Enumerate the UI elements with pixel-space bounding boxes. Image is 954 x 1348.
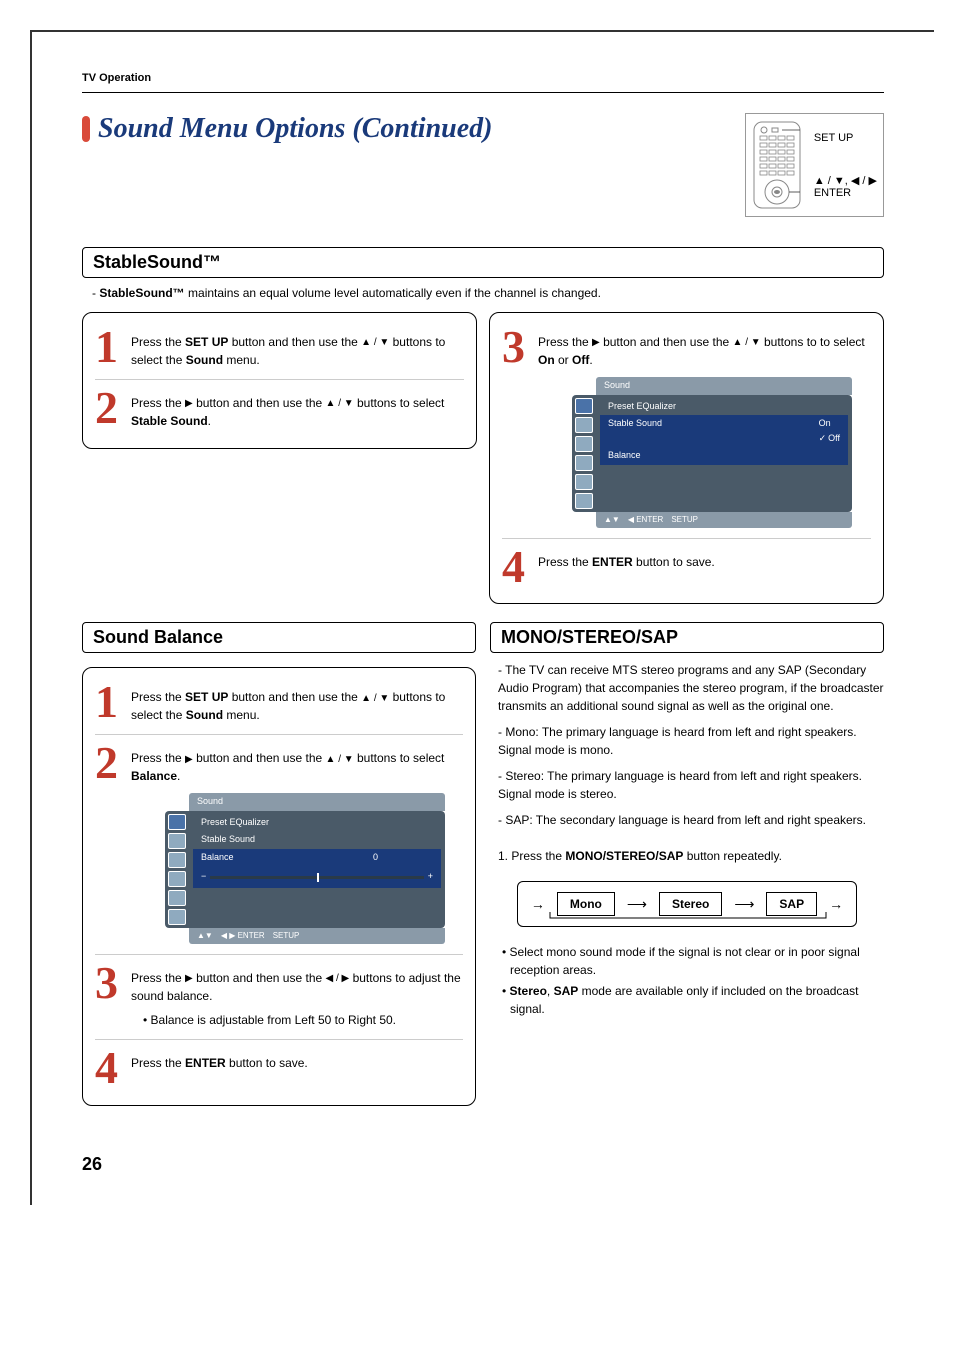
title-row: Sound Menu Options (Continued) — [82, 113, 884, 217]
balance-step-1: 1 Press the SET UP button and then use t… — [95, 678, 463, 730]
page-title: Sound Menu Options (Continued) — [98, 113, 492, 145]
osd-footer: ▲▼ ◀ ▶ ENTER SETUP — [189, 928, 445, 944]
mono-bullet: - Stereo: The primary language is heard … — [498, 767, 884, 803]
osd-balance: Sound — [165, 793, 445, 944]
manual-page: TV Operation Sound Menu Options (Continu… — [30, 30, 934, 1205]
osd-row-active: Stable Sound On ✓Off — [600, 415, 848, 447]
osd-icon-col — [572, 395, 596, 512]
title-bullet — [82, 116, 90, 142]
section-balance-title: Sound Balance — [93, 627, 465, 648]
osd-nav-icon — [168, 909, 186, 925]
osd-nav-icon — [575, 455, 593, 471]
osd-nav-icon — [168, 833, 186, 849]
slider-plus-icon: + — [428, 870, 433, 884]
remote-label-setup: SET UP — [814, 132, 877, 144]
osd-row: Stable Sound — [193, 831, 441, 849]
stablesound-desc: - StableSound™ maintains an equal volume… — [92, 286, 884, 300]
balance-note: • Balance is adjustable from Left 50 to … — [143, 1011, 463, 1029]
section-mono-title: MONO/STEREO/SAP — [501, 627, 873, 648]
osd-nav-icon — [575, 417, 593, 433]
balance-step-3: 3 Press the ▶ button and then use the ◀ … — [95, 954, 463, 1035]
arrow-icon: → — [829, 896, 843, 912]
step-number: 4 — [95, 1050, 125, 1087]
osd-stablesound: Sound — [572, 377, 852, 528]
header-rule — [82, 92, 884, 93]
slider-minus-icon: − — [201, 870, 206, 884]
osd-nav-icon — [575, 398, 593, 414]
section-stablesound-title: StableSound™ — [93, 252, 873, 273]
mono-instruction: 1. Press the MONO/STEREO/SAP button repe… — [498, 847, 884, 865]
osd-row: Balance — [600, 447, 848, 465]
arrow-icon: ⟶ — [734, 896, 754, 913]
osd-nav-icon — [575, 474, 593, 490]
osd-nav-icon — [168, 890, 186, 906]
osd-nav-icon — [168, 852, 186, 868]
osd-row: Preset EQualizer — [193, 814, 441, 832]
stablesound-step-4: 4 Press the ENTER button to save. — [502, 538, 871, 592]
osd-header: Sound — [596, 377, 852, 395]
section-balance-title-box: Sound Balance — [82, 622, 476, 653]
mono-bullet: - Mono: The primary language is heard fr… — [498, 723, 884, 759]
mono-note: Select mono sound mode if the signal is … — [502, 943, 884, 979]
stablesound-step-3: 3 Press the ▶ button and then use the ▲ … — [502, 323, 871, 534]
osd-nav-icon — [575, 436, 593, 452]
step-number: 3 — [95, 965, 125, 1002]
osd-footer: ▲▼ ◀ ENTER SETUP — [596, 512, 852, 528]
page-number: 26 — [82, 1154, 884, 1175]
step-number: 1 — [95, 684, 125, 721]
osd-nav-icon — [575, 493, 593, 509]
osd-icon-col — [165, 811, 189, 928]
section-stablesound-title-box: StableSound™ — [82, 247, 884, 278]
balance-step-2: 2 Press the ▶ button and then use the ▲ … — [95, 734, 463, 950]
mono-bullet: - SAP: The secondary language is heard f… — [498, 811, 884, 829]
balance-step-4: 4 Press the ENTER button to save. — [95, 1039, 463, 1093]
mono-bullet: - The TV can receive MTS stereo programs… — [498, 661, 884, 715]
stablesound-step-2: 2 Press the ▶ button and then use the ▲ … — [95, 379, 464, 436]
step-number: 2 — [95, 390, 125, 427]
loop-arrow-icon — [546, 912, 830, 924]
check-icon: ✓ — [819, 433, 827, 443]
mono-notes: Select mono sound mode if the signal is … — [502, 943, 884, 1018]
step-number: 2 — [95, 745, 125, 782]
osd-nav-icon — [168, 814, 186, 830]
step-number: 1 — [95, 329, 125, 366]
mono-note: Stereo, SAP mode are available only if i… — [502, 982, 884, 1018]
remote-icon — [752, 120, 802, 210]
osd-header: Sound — [189, 793, 445, 811]
stablesound-steps: 1 Press the SET UP button and then use t… — [82, 312, 884, 622]
arrow-icon: ⟶ — [627, 896, 647, 913]
osd-row-active: Balance 0 — [193, 849, 441, 867]
stablesound-step-1: 1 Press the SET UP button and then use t… — [95, 323, 464, 375]
mono-cycle-diagram: → Mono ⟶ Stereo ⟶ SAP → — [517, 881, 857, 927]
step-number: 3 — [502, 329, 532, 366]
header-section-label: TV Operation — [82, 72, 884, 84]
osd-nav-icon — [168, 871, 186, 887]
remote-label-nav: ▲ / ▼, ◀ / ▶ ENTER — [814, 174, 877, 199]
remote-diagram: SET UP ▲ / ▼, ◀ / ▶ ENTER — [745, 113, 884, 217]
osd-slider: − + — [193, 866, 441, 888]
step-number: 4 — [502, 549, 532, 586]
osd-row: Preset EQualizer — [600, 398, 848, 416]
arrow-icon: → — [531, 896, 545, 912]
section-mono-title-box: MONO/STEREO/SAP — [490, 622, 884, 653]
